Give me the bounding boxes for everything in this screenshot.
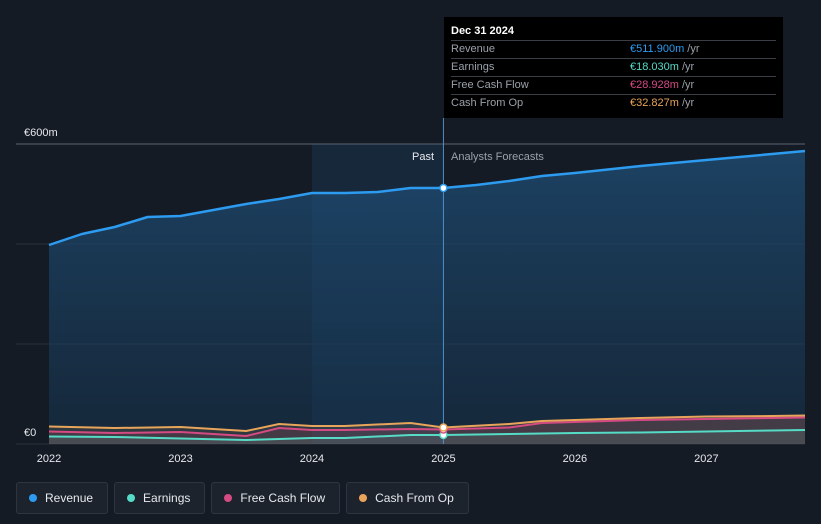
series-lines [48, 149, 806, 441]
legend-item-free-cash-flow[interactable]: Free Cash Flow [211, 482, 341, 514]
legend-dot-icon [127, 494, 136, 502]
revenue-line [48, 149, 806, 247]
earnings-line [48, 429, 806, 441]
x-tick-label: 2023 [168, 453, 192, 465]
revenue-earnings-chart: Past Analysts Forecasts €600m €0 2022 2023… [16, 118, 806, 465]
legend-dot-icon [359, 494, 368, 502]
tooltip-row: Cash From Op €32.827m /yr [451, 94, 776, 112]
cash-from-op-line [48, 414, 806, 432]
tooltip-value: €32.827m /yr [630, 97, 695, 109]
x-tick-label: 2025 [431, 453, 455, 465]
x-tick-label: 2022 [37, 453, 61, 465]
legend-label: Cash From Op [375, 491, 454, 505]
tooltip-row: Earnings €18.030m /yr [451, 58, 776, 76]
tooltip-row: Revenue €511.900m /yr [451, 40, 776, 58]
free-cash-flow-area [49, 417, 805, 444]
tooltip-label: Revenue [451, 43, 496, 55]
tooltip-label: Free Cash Flow [451, 79, 529, 91]
y-axis-ticks: €600m €0 [24, 127, 58, 439]
legend-label: Free Cash Flow [240, 491, 326, 505]
tooltip-value: €18.030m /yr [630, 61, 695, 73]
free-cash-flow-line [48, 416, 806, 437]
chart-tooltip: Dec 31 2024 Revenue €511.900m /yr Earnings… [444, 17, 783, 118]
legend-label: Revenue [45, 491, 94, 505]
x-tick-label: 2026 [563, 453, 587, 465]
tooltip-label: Earnings [451, 61, 495, 73]
y-tick-label: €600m [24, 127, 58, 139]
legend-dot-icon [224, 494, 233, 502]
tooltip-value: €511.900m /yr [630, 43, 700, 55]
x-tick-label: 2024 [300, 453, 324, 465]
legend: Revenue Earnings Free Cash Flow Cash From O… [16, 482, 469, 514]
legend-label: Earnings [143, 491, 191, 505]
legend-item-revenue[interactable]: Revenue [16, 482, 109, 514]
x-axis-ticks: 2022 2023 2024 2025 2026 2027 [37, 453, 719, 465]
revenue-point [439, 183, 448, 193]
hover-markers [439, 183, 448, 440]
legend-item-earnings[interactable]: Earnings [114, 482, 206, 514]
cash-from-op-point [439, 423, 448, 432]
tooltip-date: Dec 31 2024 [451, 25, 514, 37]
legend-item-cash-from-op[interactable]: Cash From Op [346, 482, 469, 514]
x-tick-label: 2027 [694, 453, 718, 465]
tooltip-value: €28.928m /yr [630, 79, 695, 91]
tooltip-row: Free Cash Flow €28.928m /yr [451, 76, 776, 94]
y-tick-label: €0 [24, 427, 36, 439]
past-label: Past [412, 151, 434, 163]
series-areas [49, 151, 805, 444]
legend-dot-icon [29, 494, 37, 502]
tooltip-label: Cash From Op [451, 97, 524, 109]
forecast-label: Analysts Forecasts [451, 151, 544, 163]
revenue-area [49, 151, 805, 444]
